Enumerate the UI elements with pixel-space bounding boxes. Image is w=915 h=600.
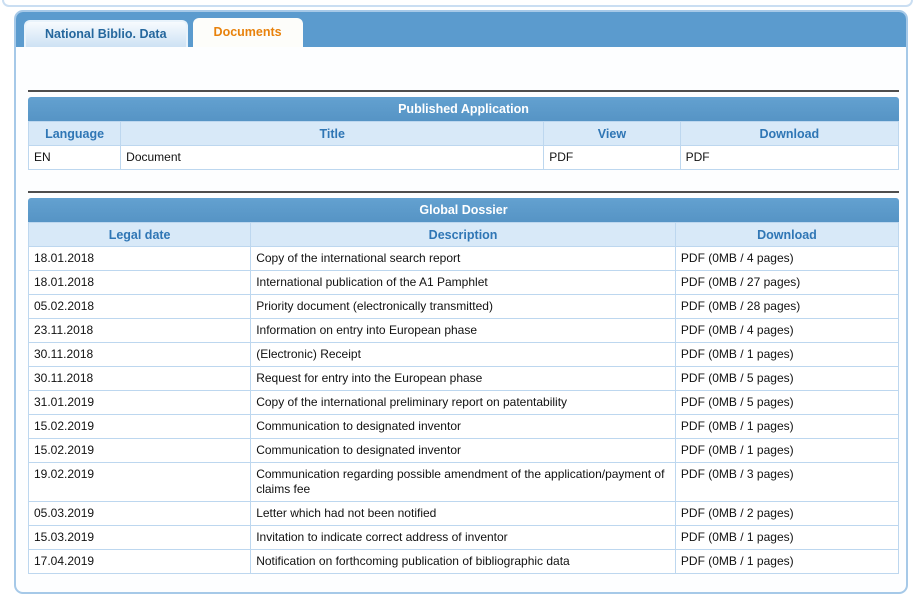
table-row: 19.02.2019 Communication regarding possib… [27, 462, 900, 502]
table-cell: 15.03.2019 [27, 525, 252, 550]
tab-national-biblio-data[interactable]: National Biblio. Data [24, 20, 188, 47]
pdf-link[interactable]: PDF [543, 145, 681, 170]
table-cell: Notification on forthcoming publication … [250, 549, 676, 574]
published-application-title: Published Application [28, 97, 899, 121]
table-cell: Request for entry into the European phas… [250, 366, 676, 391]
global-dossier-table: Legal date Description Download 18.01.2018… [27, 222, 900, 574]
table-cell: 15.02.2019 [27, 414, 252, 439]
pdf-link[interactable]: PDF [679, 145, 900, 170]
table-row: 05.02.2018 Priority document (electronica… [27, 294, 900, 319]
table-cell: 30.11.2018 [27, 342, 252, 367]
table-row: 30.11.2018 (Electronic) Receipt PDF (0MB /… [27, 342, 900, 367]
table-cell: 18.01.2018 [27, 246, 252, 271]
column-header: Download [679, 121, 900, 146]
table-row: 17.04.2019 Notification on forthcoming pu… [27, 549, 900, 574]
table-row: 18.01.2018 Copy of the international sear… [27, 246, 900, 271]
table-cell: (Electronic) Receipt [250, 342, 676, 367]
pdf-link[interactable]: PDF (0MB / 2 pages) [674, 501, 900, 526]
table-cell: 05.02.2018 [27, 294, 252, 319]
table-cell: International publication of the A1 Pamp… [250, 270, 676, 295]
table-cell: 17.04.2019 [27, 549, 252, 574]
table-row: 18.01.2018 International publication of t… [27, 270, 900, 295]
table-row: 15.02.2019 Communication to designated in… [27, 438, 900, 463]
table-cell: 31.01.2019 [27, 390, 252, 415]
pdf-link[interactable]: PDF (0MB / 1 pages) [674, 414, 900, 439]
table-cell: Priority document (electronically transm… [250, 294, 676, 319]
table-cell: Letter which had not been notified [250, 501, 676, 526]
pdf-link[interactable]: PDF (0MB / 27 pages) [674, 270, 900, 295]
table-cell: Communication to designated inventor [250, 414, 676, 439]
table-cell: 15.02.2019 [27, 438, 252, 463]
table-cell: Document [120, 145, 545, 170]
published-application-section: Published Application Language Title View D… [27, 90, 900, 170]
pdf-link[interactable]: PDF (0MB / 1 pages) [674, 549, 900, 574]
table-cell: EN [27, 145, 122, 170]
table-cell: Invitation to indicate correct address o… [250, 525, 676, 550]
pdf-link[interactable]: PDF (0MB / 1 pages) [674, 525, 900, 550]
table-row: 05.03.2019 Letter which had not been noti… [27, 501, 900, 526]
table-row: 30.11.2018 Request for entry into the Eur… [27, 366, 900, 391]
pdf-link[interactable]: PDF (0MB / 1 pages) [674, 342, 900, 367]
main-panel: National Biblio. Data Documents Publishe… [14, 10, 908, 594]
column-header: Description [250, 222, 676, 247]
pdf-link[interactable]: PDF (0MB / 1 pages) [674, 438, 900, 463]
table-cell: Communication to designated inventor [250, 438, 676, 463]
pdf-link[interactable]: PDF (0MB / 4 pages) [674, 318, 900, 343]
table-cell: 05.03.2019 [27, 501, 252, 526]
table-cell: 23.11.2018 [27, 318, 252, 343]
table-cell: 19.02.2019 [27, 462, 252, 502]
column-header: Title [120, 121, 545, 146]
table-cell: Copy of the international search report [250, 246, 676, 271]
column-header-row: Legal date Description Download [27, 222, 900, 247]
table-cell: 30.11.2018 [27, 366, 252, 391]
table-row: 15.02.2019 Communication to designated in… [27, 414, 900, 439]
pdf-link[interactable]: PDF (0MB / 4 pages) [674, 246, 900, 271]
tab-strip: National Biblio. Data Documents [16, 12, 906, 47]
table-cell: 18.01.2018 [27, 270, 252, 295]
table-row: 15.03.2019 Invitation to indicate correct… [27, 525, 900, 550]
table-cell: Information on entry into European phase [250, 318, 676, 343]
column-header: Language [27, 121, 122, 146]
published-application-table: Language Title View Download EN Document PDF P… [27, 121, 900, 170]
tab-documents[interactable]: Documents [192, 18, 303, 47]
pdf-link[interactable]: PDF (0MB / 3 pages) [674, 462, 900, 502]
column-header: View [543, 121, 681, 146]
column-header-row: Language Title View Download [27, 121, 900, 146]
pdf-link[interactable]: PDF (0MB / 5 pages) [674, 390, 900, 415]
column-header: Download [674, 222, 900, 247]
pdf-link[interactable]: PDF (0MB / 5 pages) [674, 366, 900, 391]
global-dossier-title: Global Dossier [28, 198, 899, 222]
documents-tab-content: Published Application Language Title View D… [16, 47, 906, 592]
table-row: 31.01.2019 Copy of the international prel… [27, 390, 900, 415]
previous-panel-bottom-edge [2, 0, 913, 7]
table-row: 23.11.2018 Information on entry into Euro… [27, 318, 900, 343]
pdf-link[interactable]: PDF (0MB / 28 pages) [674, 294, 900, 319]
column-header: Legal date [27, 222, 252, 247]
table-cell: Communication regarding possible amendme… [250, 462, 676, 502]
global-dossier-section: Global Dossier Legal date Description Down… [27, 191, 900, 574]
table-row: EN Document PDF PDF [27, 145, 900, 170]
table-cell: Copy of the international preliminary re… [250, 390, 676, 415]
